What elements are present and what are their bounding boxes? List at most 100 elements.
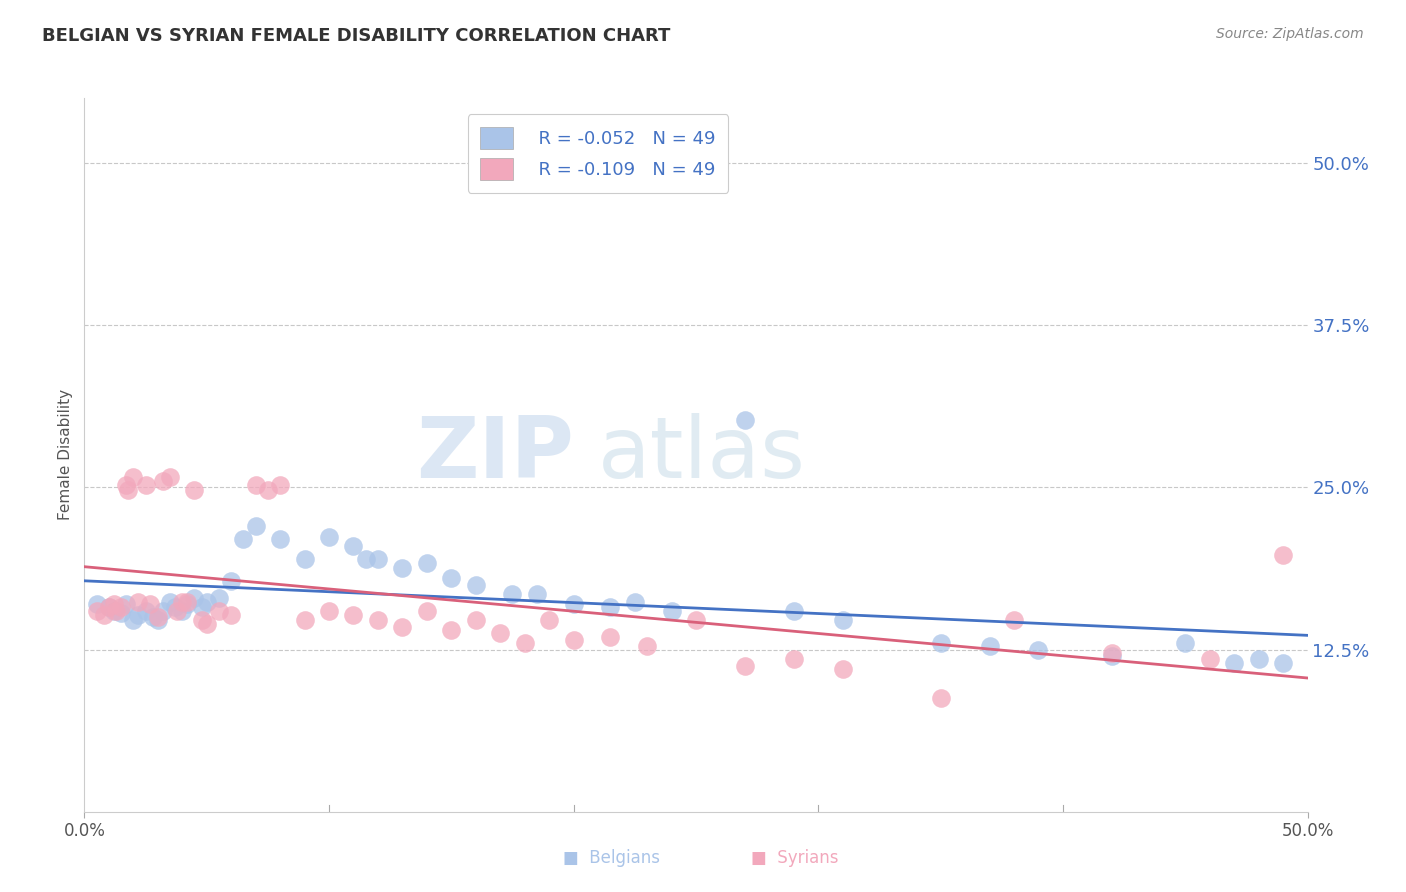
- Point: [159, 470, 181, 484]
- Point: [416, 604, 439, 618]
- Text: ■  Syrians: ■ Syrians: [751, 849, 838, 867]
- Point: [219, 574, 242, 588]
- Point: [599, 630, 621, 644]
- Point: [146, 610, 169, 624]
- Point: [440, 623, 463, 637]
- Point: [166, 604, 188, 618]
- Point: [1028, 642, 1050, 657]
- Text: BELGIAN VS SYRIAN FEMALE DISABILITY CORRELATION CHART: BELGIAN VS SYRIAN FEMALE DISABILITY CORR…: [42, 27, 671, 45]
- Point: [1272, 656, 1295, 670]
- Point: [97, 599, 120, 614]
- Text: ■  Belgians: ■ Belgians: [564, 849, 659, 867]
- Point: [661, 604, 683, 618]
- Point: [86, 604, 108, 618]
- Point: [354, 551, 377, 566]
- Point: [142, 610, 165, 624]
- Point: [208, 604, 231, 618]
- Point: [117, 483, 139, 497]
- Point: [294, 613, 316, 627]
- Point: [122, 470, 145, 484]
- Point: [489, 625, 512, 640]
- Point: [562, 633, 585, 648]
- Point: [783, 651, 806, 665]
- Point: [110, 599, 132, 614]
- Point: [103, 597, 125, 611]
- Legend:   R = -0.052   N = 49,   R = -0.109   N = 49: R = -0.052 N = 49, R = -0.109 N = 49: [468, 114, 728, 193]
- Point: [416, 556, 439, 570]
- Point: [152, 474, 174, 488]
- Point: [538, 613, 561, 627]
- Point: [257, 483, 280, 497]
- Point: [115, 477, 138, 491]
- Point: [176, 594, 198, 608]
- Point: [464, 577, 486, 591]
- Point: [1002, 613, 1025, 627]
- Point: [135, 477, 157, 491]
- Point: [636, 639, 658, 653]
- Point: [135, 604, 157, 618]
- Point: [172, 604, 194, 618]
- Point: [318, 604, 340, 618]
- Point: [783, 604, 806, 618]
- Point: [110, 606, 132, 620]
- Point: [1101, 647, 1123, 661]
- Point: [105, 604, 128, 618]
- Text: atlas: atlas: [598, 413, 806, 497]
- Point: [1101, 648, 1123, 663]
- Point: [103, 604, 125, 618]
- Point: [183, 591, 205, 605]
- Point: [734, 413, 756, 427]
- Point: [501, 587, 523, 601]
- Point: [391, 620, 413, 634]
- Point: [191, 613, 214, 627]
- Point: [127, 594, 149, 608]
- Point: [97, 599, 120, 614]
- Point: [342, 607, 364, 622]
- Point: [562, 597, 585, 611]
- Point: [367, 613, 389, 627]
- Point: [599, 599, 621, 614]
- Point: [1223, 656, 1246, 670]
- Point: [734, 659, 756, 673]
- Point: [367, 551, 389, 566]
- Point: [294, 551, 316, 566]
- Point: [139, 597, 162, 611]
- Point: [159, 594, 181, 608]
- Point: [685, 613, 707, 627]
- Point: [127, 607, 149, 622]
- Point: [318, 530, 340, 544]
- Point: [93, 607, 115, 622]
- Point: [163, 599, 186, 614]
- Point: [526, 587, 548, 601]
- Point: [464, 613, 486, 627]
- Point: [208, 591, 231, 605]
- Point: [979, 639, 1001, 653]
- Point: [1272, 548, 1295, 562]
- Point: [176, 597, 198, 611]
- Point: [245, 519, 267, 533]
- Point: [1198, 651, 1220, 665]
- Point: [624, 594, 647, 608]
- Point: [929, 636, 952, 650]
- Y-axis label: Female Disability: Female Disability: [58, 389, 73, 521]
- Point: [152, 604, 174, 618]
- Point: [191, 599, 214, 614]
- Point: [86, 597, 108, 611]
- Point: [232, 533, 254, 547]
- Text: ZIP: ZIP: [416, 413, 574, 497]
- Point: [440, 571, 463, 585]
- Point: [831, 662, 853, 676]
- Point: [219, 607, 242, 622]
- Point: [183, 483, 205, 497]
- Point: [831, 613, 853, 627]
- Point: [195, 594, 218, 608]
- Point: [195, 616, 218, 631]
- Point: [146, 613, 169, 627]
- Point: [1174, 636, 1197, 650]
- Point: [172, 594, 194, 608]
- Text: Source: ZipAtlas.com: Source: ZipAtlas.com: [1216, 27, 1364, 41]
- Point: [929, 690, 952, 705]
- Point: [342, 539, 364, 553]
- Point: [245, 477, 267, 491]
- Point: [1247, 651, 1270, 665]
